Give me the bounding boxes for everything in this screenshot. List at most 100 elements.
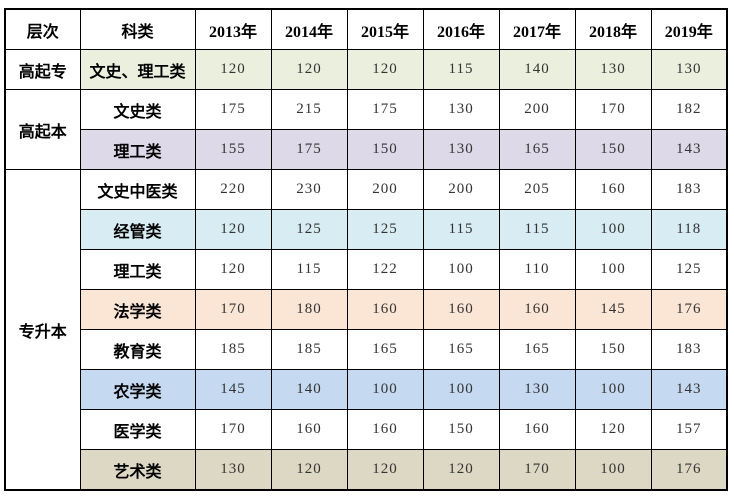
score-cell: 176 [650,449,728,491]
category-cell: 文史中医类 [79,169,196,210]
score-cell: 120 [194,209,272,250]
score-cell: 150 [422,409,500,450]
score-cell: 150 [574,329,652,370]
score-cell: 115 [422,209,500,250]
score-cell: 220 [194,169,272,210]
column-header: 2017年 [498,8,576,50]
score-cell: 176 [650,289,728,330]
score-cell: 155 [194,129,272,170]
score-cell: 125 [270,209,348,250]
column-header: 2018年 [574,8,652,50]
table-row: 艺术类 130 120 120 120 170 100 176 [5,449,728,491]
score-cell: 200 [422,169,500,210]
score-cell: 115 [270,249,348,290]
table-row: 农学类 145 140 100 100 130 100 143 [5,369,728,410]
score-cell: 175 [346,89,424,130]
table-row: 法学类 170 180 160 160 160 145 176 [5,289,728,330]
category-cell: 经管类 [79,209,196,250]
score-cell: 100 [346,369,424,410]
score-cell: 182 [650,89,728,130]
score-cell: 170 [194,409,272,450]
category-cell: 理工类 [79,129,196,170]
category-cell: 艺术类 [79,449,196,491]
score-cell: 160 [574,169,652,210]
score-cell: 165 [498,329,576,370]
table-row: 经管类 120 125 125 115 115 100 118 [5,209,728,250]
score-cell: 143 [650,369,728,410]
score-cell: 130 [574,49,652,90]
score-cell: 170 [574,89,652,130]
column-header: 2014年 [270,8,348,50]
score-cell: 165 [346,329,424,370]
score-cell: 120 [270,449,348,491]
score-cell: 160 [346,289,424,330]
score-cell: 215 [270,89,348,130]
score-cell: 157 [650,409,728,450]
score-cell: 160 [346,409,424,450]
level-cell: 高起专 [4,49,81,90]
table-row: 理工类 155 175 150 130 165 150 143 [5,129,728,170]
column-header: 2013年 [194,8,272,50]
level-cell: 高起本 [4,89,81,170]
score-cell: 200 [346,169,424,210]
score-cell: 205 [498,169,576,210]
category-cell: 农学类 [79,369,196,410]
score-cell: 120 [194,249,272,290]
score-cell: 115 [422,49,500,90]
score-cell: 165 [422,329,500,370]
score-cell: 130 [422,129,500,170]
score-cell: 130 [194,449,272,491]
score-cell: 120 [194,49,272,90]
score-cell: 230 [270,169,348,210]
score-cell: 100 [574,249,652,290]
category-cell: 教育类 [79,329,196,370]
score-cell: 170 [194,289,272,330]
table-row: 医学类 170 160 160 150 160 120 157 [5,409,728,450]
admission-score-table: 层次 科类 2013年 2014年 2015年 2016年 2017年 2018年 2019年 … [4,8,728,491]
column-header: 2019年 [650,8,728,50]
table-row: 高起专 文史、理工类 120 120 120 115 140 130 130 [4,49,728,90]
score-cell: 140 [270,369,348,410]
score-cell: 175 [194,89,272,130]
header-row: 层次 科类 2013年 2014年 2015年 2016年 2017年 2018年 2019年 [4,8,728,50]
score-cell: 185 [270,329,348,370]
score-cell: 122 [346,249,424,290]
category-cell: 文史类 [79,89,196,130]
score-cell: 125 [650,249,728,290]
score-cell: 150 [346,129,424,170]
score-cell: 120 [270,49,348,90]
score-cell: 160 [270,409,348,450]
column-header: 2015年 [346,8,424,50]
score-cell: 120 [574,409,652,450]
score-cell: 165 [498,129,576,170]
score-cell: 145 [194,369,272,410]
score-cell: 185 [194,329,272,370]
score-cell: 200 [498,89,576,130]
score-cell: 183 [650,329,728,370]
score-cell: 145 [574,289,652,330]
score-cell: 125 [346,209,424,250]
score-cell: 175 [270,129,348,170]
score-cell: 110 [498,249,576,290]
table-row: 理工类 120 115 122 100 110 100 125 [5,249,728,290]
score-cell: 120 [346,49,424,90]
score-cell: 183 [650,169,728,210]
column-header: 层次 [4,8,81,50]
score-cell: 120 [346,449,424,491]
category-cell: 文史、理工类 [79,49,196,90]
score-cell: 170 [498,449,576,491]
score-cell: 120 [422,449,500,491]
category-cell: 理工类 [79,249,196,290]
category-cell: 医学类 [79,409,196,450]
score-cell: 150 [574,129,652,170]
score-cell: 100 [422,369,500,410]
score-cell: 160 [498,289,576,330]
score-cell: 180 [270,289,348,330]
score-cell: 118 [650,209,728,250]
score-cell: 100 [574,369,652,410]
score-cell: 115 [498,209,576,250]
score-cell: 130 [498,369,576,410]
table-row: 专升本 文史中医类 220 230 200 200 205 160 183 [4,169,728,491]
score-cell: 130 [422,89,500,130]
